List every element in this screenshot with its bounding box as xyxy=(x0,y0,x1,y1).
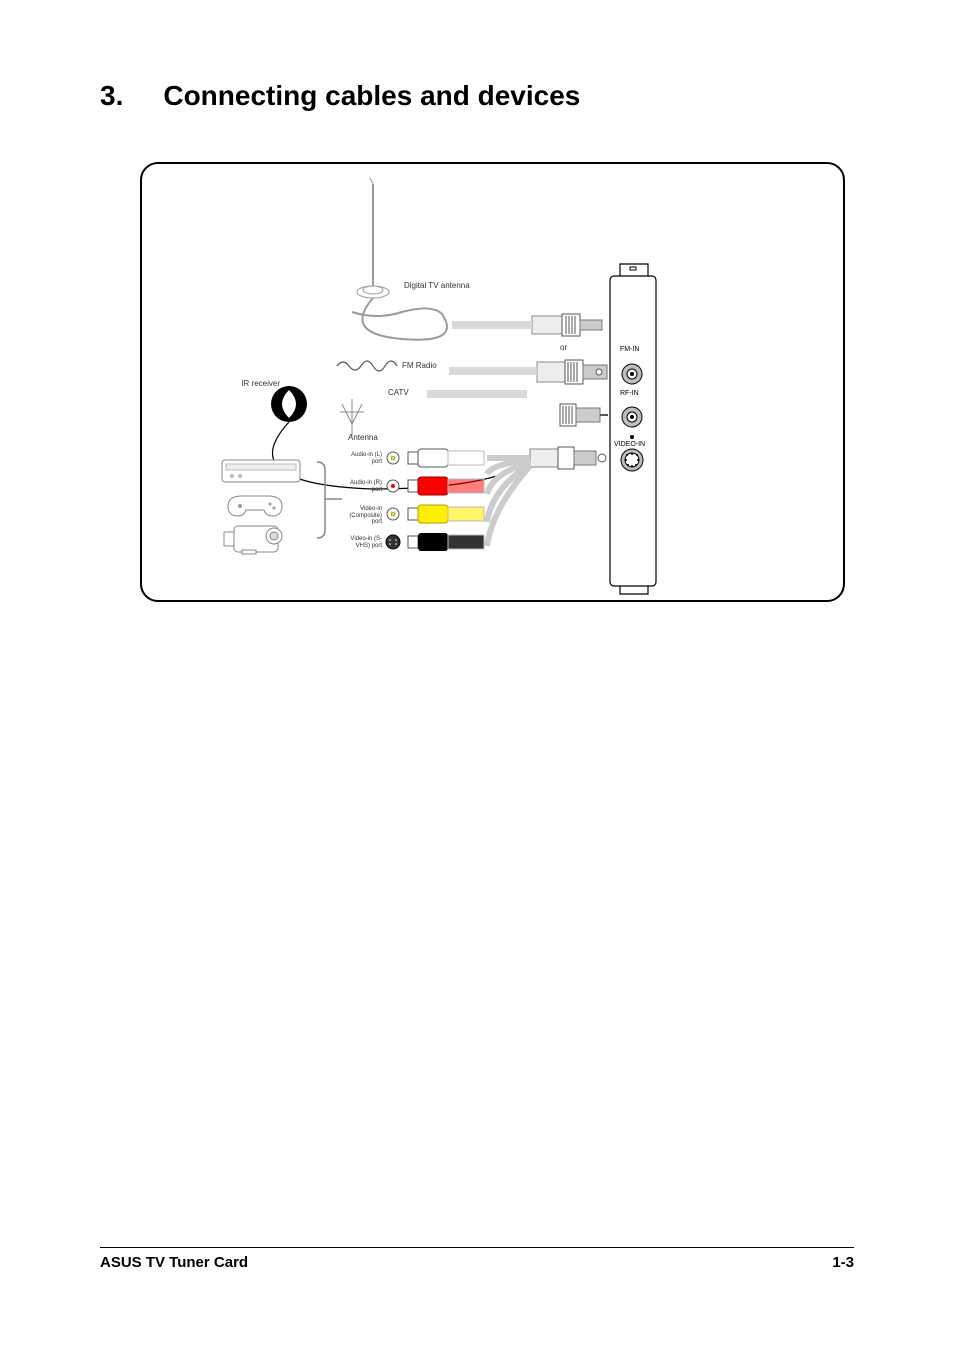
digital-antenna-label: Digital TV antenna xyxy=(404,282,470,291)
source-devices xyxy=(222,460,342,554)
ir-receiver-label: IR receiver xyxy=(232,380,280,389)
fm-plug xyxy=(449,360,607,384)
av-cables xyxy=(386,449,530,551)
catv-arrow xyxy=(427,390,527,398)
fm-in-label: FM-IN xyxy=(620,346,639,354)
video-in-label: VIDEO-IN xyxy=(614,441,645,449)
rf-plug xyxy=(560,404,608,426)
video-comp-label: Video-in (Composite) port xyxy=(338,506,382,526)
antenna2-label: Antenna xyxy=(348,434,378,443)
audio-l-label: Audio-in (L) port xyxy=(342,452,382,465)
connection-diagram: Digital TV antenna or FM Radio CATV Ante… xyxy=(140,162,845,602)
ir-receiver-icon xyxy=(271,386,532,489)
audio-r-label: Audio-in (R) port xyxy=(342,480,382,493)
or-label: or xyxy=(560,344,567,353)
video-in-plug xyxy=(530,447,606,469)
catv-label: CATV xyxy=(388,389,409,398)
card-bracket xyxy=(610,264,656,594)
fm-radio-label: FM Radio xyxy=(402,362,437,371)
heading-number: 3. xyxy=(100,80,123,112)
digital-antenna-icon xyxy=(352,178,447,340)
rf-in-label: RF-IN xyxy=(620,390,639,398)
section-heading: 3. Connecting cables and devices xyxy=(100,80,854,112)
antenna-plug xyxy=(452,314,602,336)
heading-title: Connecting cables and devices xyxy=(163,80,580,112)
small-antenna-icon xyxy=(340,399,364,436)
fm-wire-icon xyxy=(337,361,397,371)
video-svhs-label: Video-in (S-VHS) port xyxy=(340,536,382,549)
footer-left: ASUS TV Tuner Card xyxy=(100,1254,248,1271)
page-footer: ASUS TV Tuner Card 1-3 xyxy=(100,1247,854,1271)
footer-right: 1-3 xyxy=(832,1254,854,1271)
